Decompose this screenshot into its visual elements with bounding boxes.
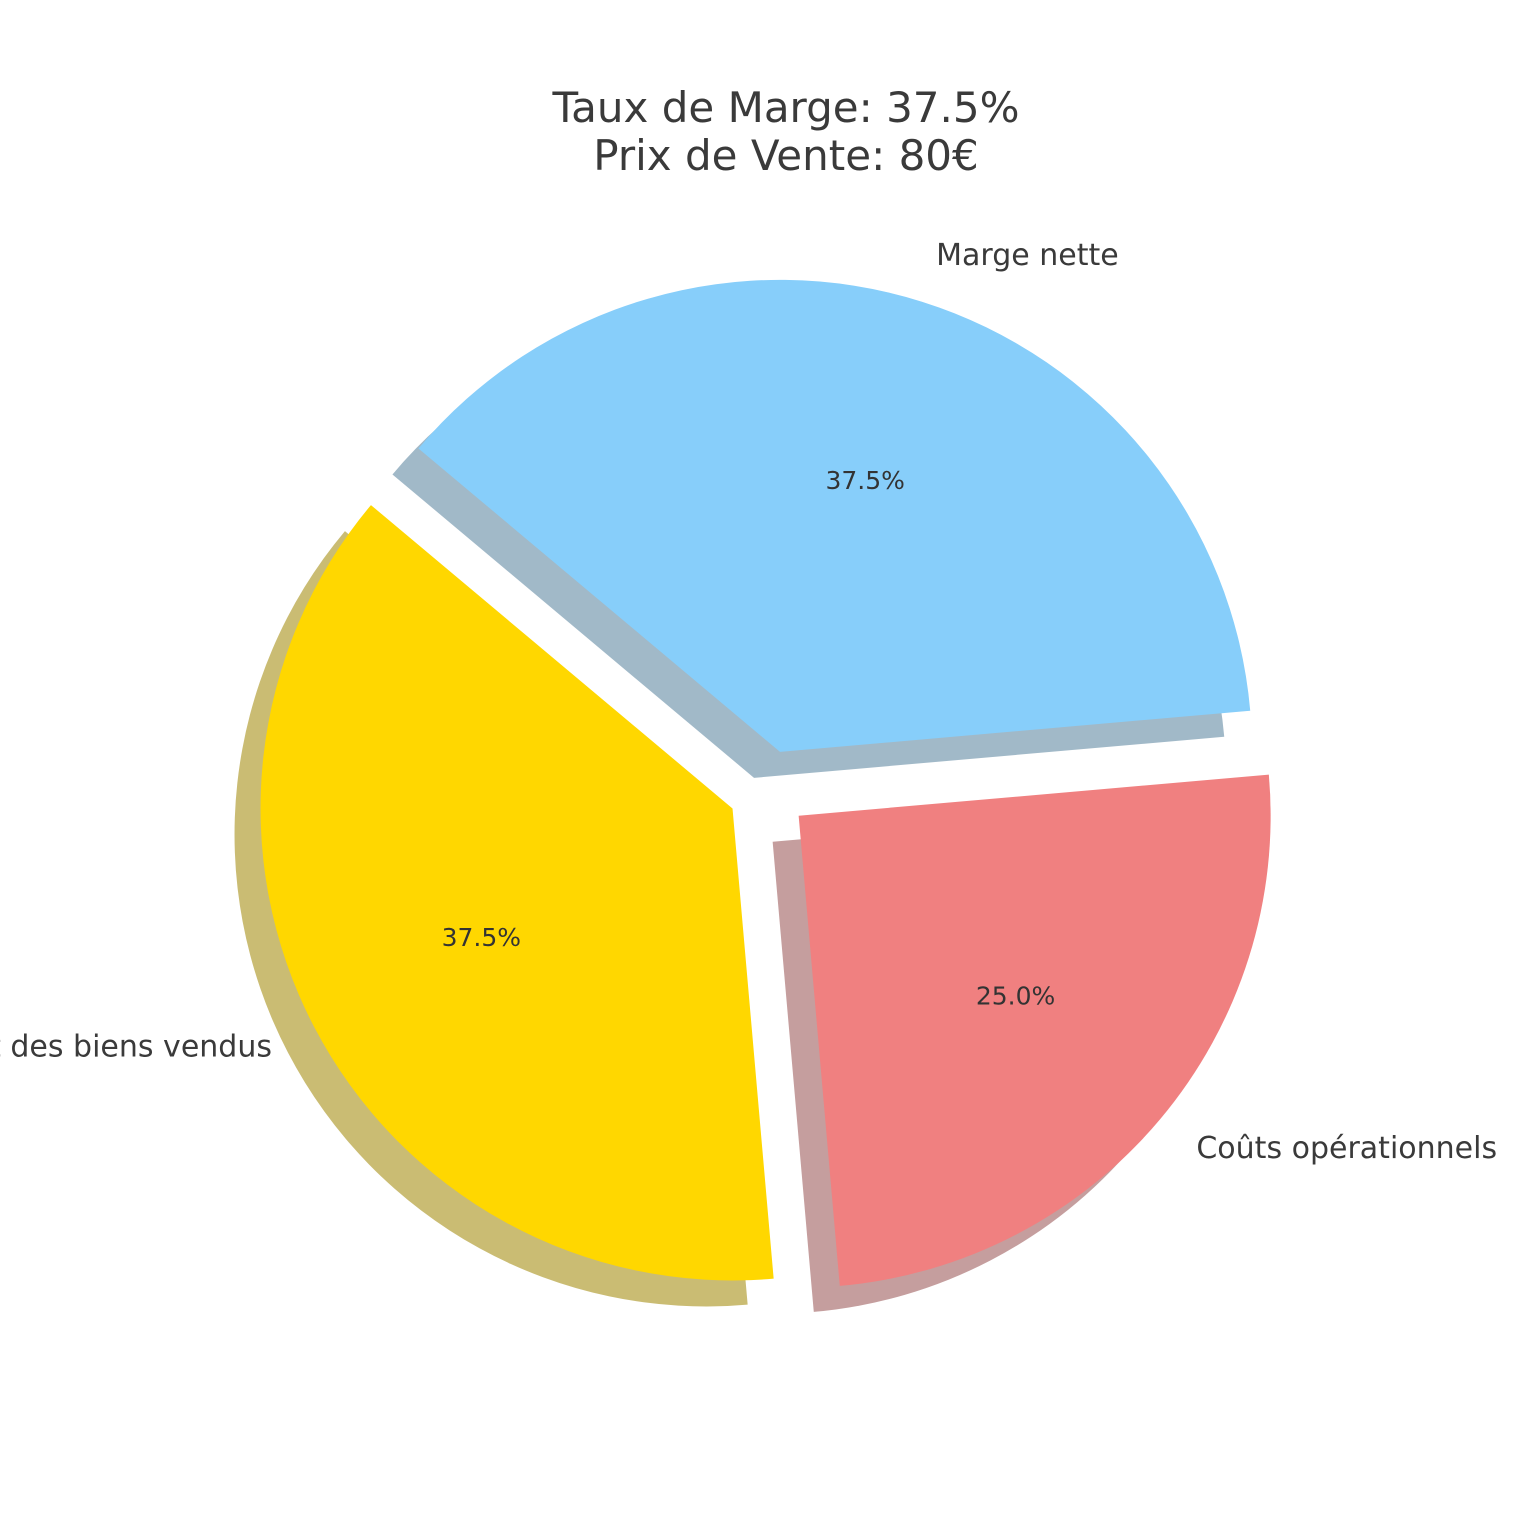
chart-title-line-1: Taux de Marge: 37.5%	[551, 83, 1019, 132]
slice-pct-label-0: 37.5%	[442, 923, 521, 952]
pie-slice-1	[798, 774, 1271, 1286]
slice-label-1: Coûts opérationnels	[1196, 1131, 1497, 1166]
slice-pct-label-2: 37.5%	[825, 466, 904, 495]
pie-slice-2	[418, 279, 1251, 752]
slice-label-2: Marge nette	[936, 238, 1119, 273]
pie-slice-0	[260, 505, 774, 1281]
chart-title-line-2: Prix de Vente: 80€	[593, 131, 979, 180]
slice-pct-label-1: 25.0%	[976, 982, 1055, 1011]
slice-labels: 37.5% Coût des biens vendus 25.0% Coûts opé…	[0, 238, 1497, 1166]
slice-label-0: Coût des biens vendus	[0, 1030, 272, 1065]
pie-slices	[260, 279, 1271, 1286]
